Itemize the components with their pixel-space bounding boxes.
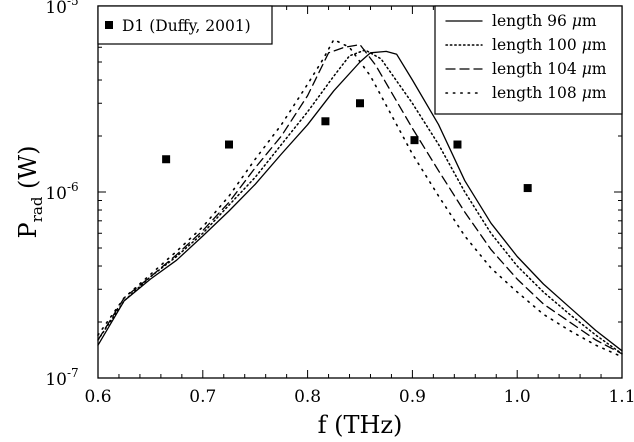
x-tick-label: 0.7: [189, 387, 216, 407]
y-tick-label: 10-6: [45, 180, 78, 204]
legend-label: length 96 μm: [492, 12, 597, 30]
legend-label-part: length 100: [492, 36, 582, 54]
y-tick-label-base: 10: [45, 370, 67, 390]
scatter-point: [523, 184, 532, 193]
legend-label-part: m: [592, 60, 607, 78]
legend-label-part: μ: [572, 12, 582, 30]
series-layer: [97, 38, 623, 358]
scatter-legend-label: D1 (Duffy, 2001): [122, 17, 251, 35]
x-tick-label: 0.6: [84, 387, 111, 407]
scatter-point: [410, 136, 419, 145]
scatter-point: [162, 155, 171, 164]
x-tick-label: 1.0: [504, 387, 531, 407]
y-tick-label: 10-5: [45, 0, 78, 18]
legend-label-part: length 104: [492, 60, 582, 78]
scatter-point: [321, 117, 330, 126]
y-tick-labels: 10-710-610-5: [45, 0, 78, 390]
scatter-legend: D1 (Duffy, 2001): [97, 5, 273, 45]
y-tick-label-exponent: -7: [67, 366, 79, 380]
y-axis-title-subscript: rad: [28, 196, 46, 222]
scatter-point: [453, 140, 462, 149]
legend-label-part: m: [582, 12, 597, 30]
y-tick-label: 10-7: [45, 366, 78, 390]
series-line-2: [97, 49, 623, 355]
series-line-3: [97, 43, 623, 355]
y-tick-label-base: 10: [45, 0, 67, 18]
y-axis-title: Prad (W): [14, 146, 46, 239]
x-tick-label: 1.1: [608, 387, 634, 407]
x-axis-title: f (THz): [318, 411, 403, 439]
legend-label-part: length 96: [492, 12, 572, 30]
scatter-point: [225, 140, 233, 149]
legend-label-part: μ: [582, 60, 592, 78]
legend-label-part: length 108: [492, 84, 582, 102]
legend-label: length 104 μm: [492, 60, 607, 78]
scatter-legend-box: [97, 5, 273, 45]
legend-label-part: μ: [582, 36, 592, 54]
scatter-legend-marker: [105, 21, 113, 29]
series-line-4: [97, 38, 623, 358]
line-legend-box: [434, 5, 623, 115]
legend-label-part: m: [592, 84, 607, 102]
legend-label-part: μ: [582, 84, 592, 102]
x-tick-labels: 0.6 0.7 0.8 0.9 1.0 1.1: [84, 387, 634, 407]
y-tick-label-exponent: -5: [67, 0, 79, 8]
legend-label-part: m: [592, 36, 607, 54]
x-tick-label: 0.9: [399, 387, 426, 407]
y-axis-title-unit: (W): [14, 146, 42, 197]
y-axis-title-main: P: [14, 222, 42, 238]
y-tick-label-exponent: -6: [67, 180, 79, 194]
scatter-layer: [162, 99, 532, 193]
legend-label: length 108 μm: [492, 84, 607, 102]
x-tick-label: 0.8: [294, 387, 321, 407]
y-tick-label-base: 10: [45, 184, 67, 204]
legend-label: length 100 μm: [492, 36, 607, 54]
scatter-point: [356, 99, 364, 108]
